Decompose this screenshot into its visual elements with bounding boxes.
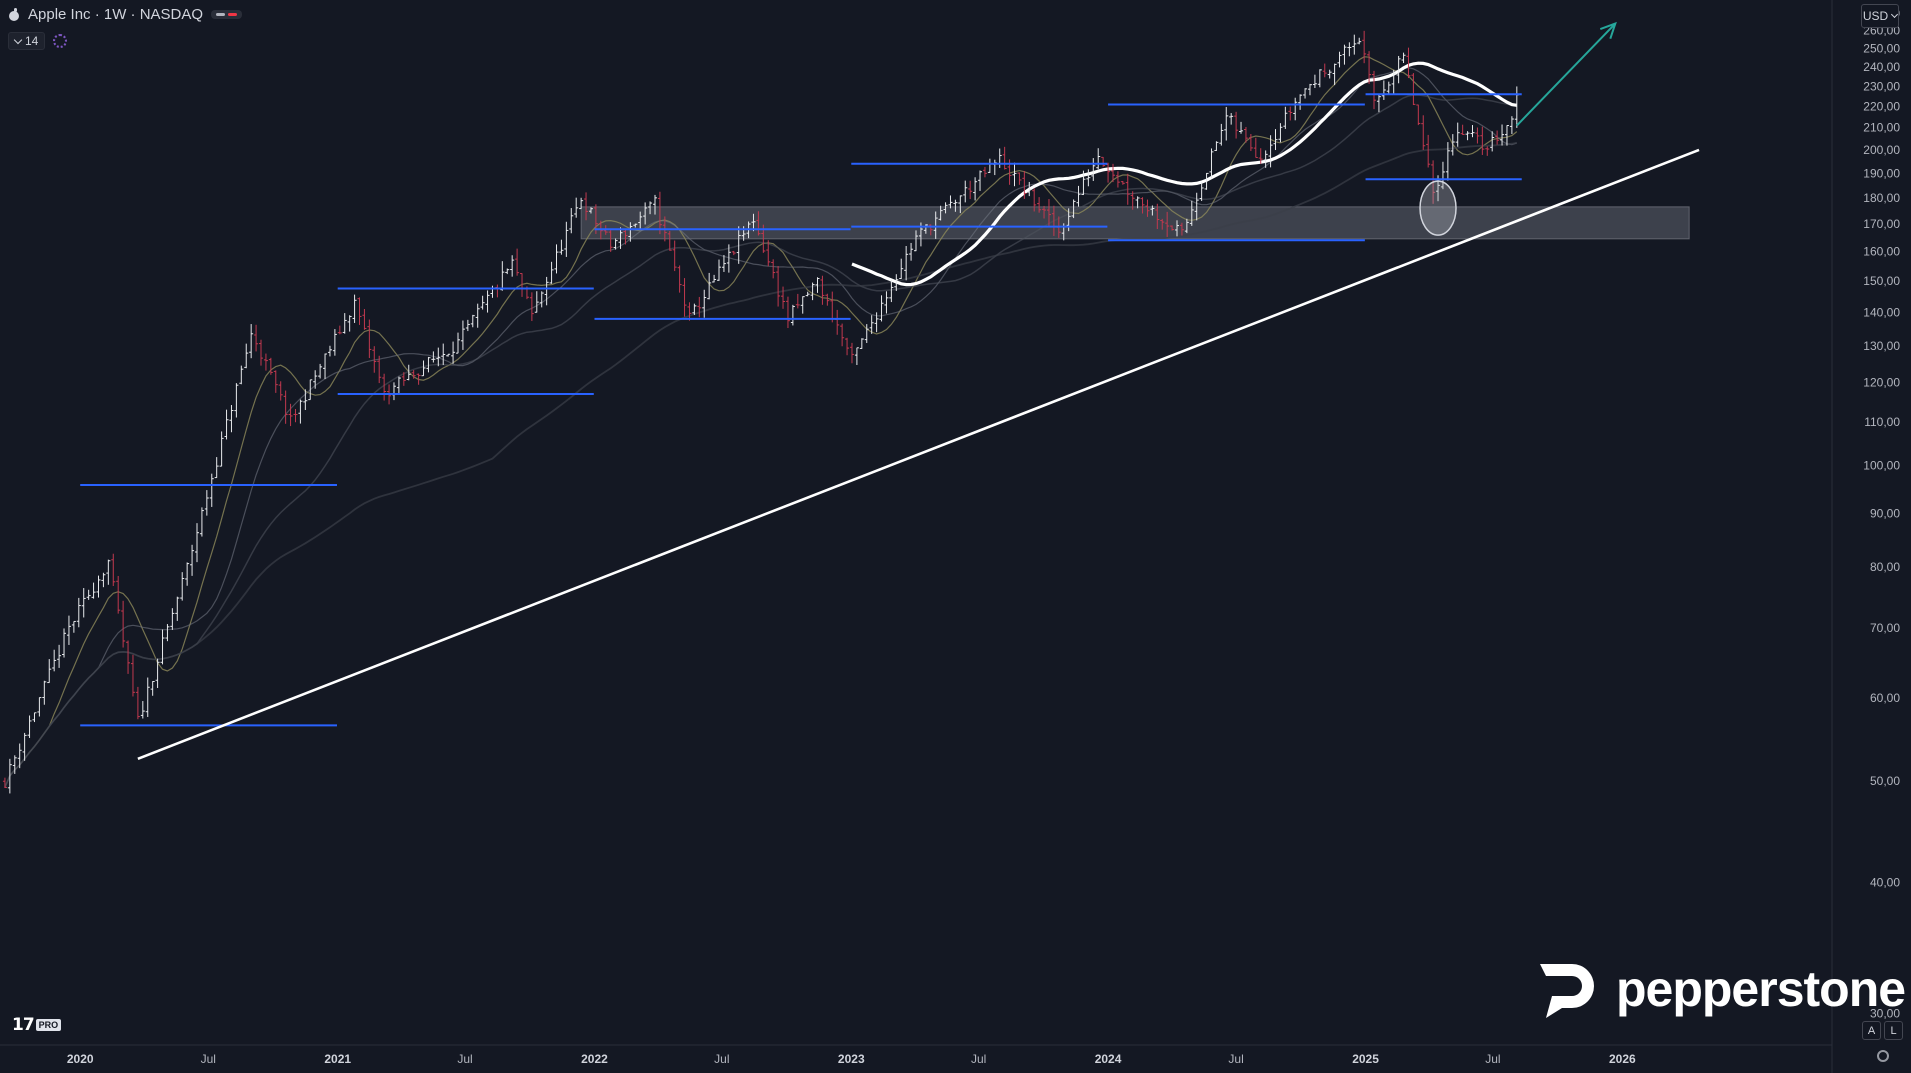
highlighted-moving-average-line	[851, 61, 1518, 287]
moving-average-line	[4, 141, 1517, 788]
time-tick-label: Jul	[457, 1052, 472, 1066]
indicators-bar: 14	[8, 32, 68, 50]
moving-average-line	[4, 67, 1517, 788]
trend-line	[137, 148, 1700, 761]
auto-scale-button[interactable]: A	[1862, 1021, 1881, 1040]
price-tick-label: 110,00	[1864, 415, 1900, 429]
zone-rect	[580, 206, 1690, 240]
settings-gear-icon[interactable]	[1877, 1050, 1889, 1062]
indicators-toggle-button[interactable]: 14	[8, 32, 46, 50]
price-tick-label: 220,00	[1863, 100, 1900, 114]
time-tick-label: Jul	[1228, 1052, 1243, 1066]
drawings	[137, 21, 1700, 761]
price-tick-label: 150,00	[1863, 274, 1900, 288]
pepperstone-logo-icon	[1540, 964, 1594, 1018]
legend-dash-icon	[216, 13, 226, 16]
price-tick-label: 180,00	[1863, 191, 1900, 205]
time-tick-label: 2023	[838, 1052, 865, 1066]
tradingview-logo[interactable]: 17 PRO	[12, 1015, 62, 1035]
indicators-count: 14	[25, 34, 39, 48]
time-tick-label: Jul	[1485, 1052, 1500, 1066]
price-tick-label: 50,00	[1870, 774, 1900, 788]
price-tick-label: 120,00	[1863, 375, 1900, 389]
projection-arrow-line	[1516, 22, 1617, 127]
projection-arrow-head	[1599, 21, 1617, 40]
log-scale-label: L	[1890, 1024, 1897, 1037]
moving-average-line	[4, 56, 1518, 788]
currency-selector[interactable]: USD	[1861, 4, 1899, 28]
chevron-down-icon	[13, 35, 23, 44]
price-tick-label: 60,00	[1870, 691, 1900, 705]
time-tick-label: Jul	[971, 1052, 986, 1066]
price-tick-label: 130,00	[1863, 339, 1900, 353]
time-tick-label: 2021	[324, 1052, 351, 1066]
price-tick-label: 100,00	[1863, 458, 1900, 472]
chevron-down-icon	[1891, 10, 1899, 19]
price-tick-label: 90,00	[1870, 506, 1900, 520]
time-tick-label: 2024	[1095, 1052, 1122, 1066]
price-tick-label: 240,00	[1863, 60, 1900, 74]
price-tick-label: 80,00	[1870, 560, 1900, 574]
highlight-ellipse	[1419, 180, 1457, 236]
legend-toggle-button[interactable]	[211, 10, 243, 19]
loading-spinner-icon	[53, 34, 68, 48]
price-tick-label: 170,00	[1863, 217, 1900, 231]
support-zone	[580, 206, 1690, 240]
price-tick-label: 230,00	[1863, 79, 1900, 93]
symbol-title[interactable]: Apple Inc · 1W · NASDAQ	[28, 6, 204, 23]
brand-name: pepperstone	[1616, 961, 1906, 1017]
price-tick-label: 210,00	[1863, 121, 1900, 135]
time-tick-label: 2022	[581, 1052, 608, 1066]
price-tick-label: 140,00	[1863, 305, 1900, 319]
symbol-header[interactable]: Apple Inc · 1W · NASDAQ	[8, 6, 243, 23]
legend-lines-icon	[228, 13, 238, 16]
time-tick-label: Jul	[201, 1052, 216, 1066]
log-scale-button[interactable]: L	[1884, 1021, 1903, 1040]
time-tick-label: Jul	[714, 1052, 729, 1066]
apple-logo-icon	[8, 7, 20, 22]
price-tick-label: 30,00	[1870, 1007, 1900, 1021]
tradingview-mark-icon: 17	[12, 1015, 35, 1035]
moving-averages	[4, 56, 1518, 788]
price-tick-label: 160,00	[1863, 245, 1900, 259]
tradingview-pro-badge: PRO	[35, 1019, 62, 1031]
time-tick-label: 2025	[1352, 1052, 1379, 1066]
price-levels	[80, 93, 1522, 727]
price-tick-label: 40,00	[1870, 876, 1900, 890]
price-tick-label: 70,00	[1870, 621, 1900, 635]
price-tick-label: 190,00	[1863, 166, 1900, 180]
time-tick-label: 2020	[67, 1052, 94, 1066]
currency-label: USD	[1862, 9, 1889, 23]
moving-average-line	[4, 94, 1517, 788]
time-tick-label: 2026	[1609, 1052, 1636, 1066]
pepperstone-watermark: pepperstone	[1532, 958, 1906, 1020]
price-tick-label: 250,00	[1863, 41, 1900, 55]
auto-scale-label: A	[1867, 1024, 1876, 1037]
price-tick-label: 200,00	[1863, 143, 1900, 157]
candles	[2, 30, 1519, 794]
time-axis[interactable]: 2020 Jul 2021 Jul 2022 Jul 2023 Jul 2024 Jul 2025 J…	[67, 1052, 1636, 1066]
